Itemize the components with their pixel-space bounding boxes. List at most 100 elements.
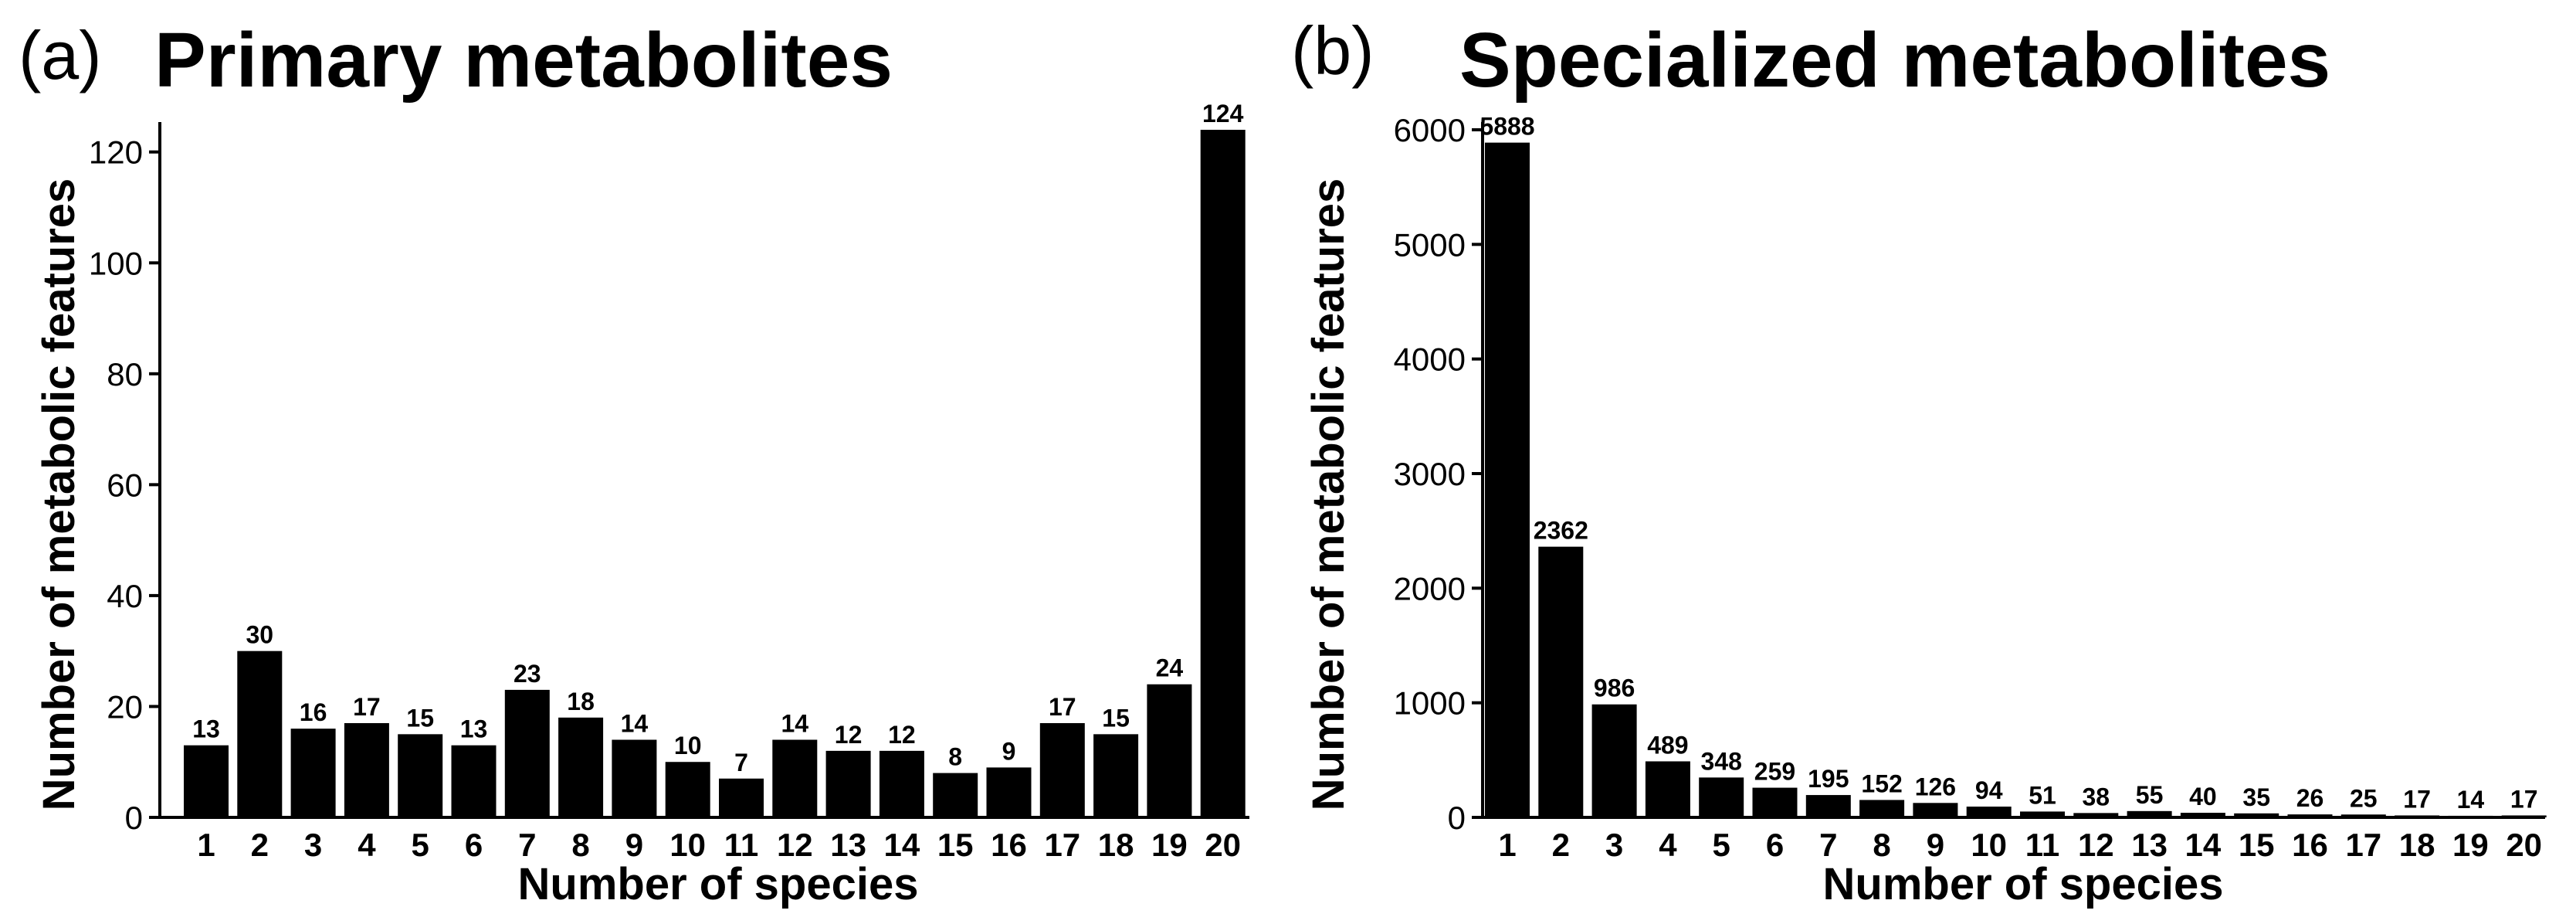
x-tick-label-a: 19	[1151, 827, 1188, 863]
x-tick-label-a: 5	[412, 827, 429, 863]
data-label-a: 12	[888, 721, 916, 749]
x-tick-label-a: 17	[1044, 827, 1080, 863]
x-tick-label-a: 14	[884, 827, 920, 863]
bar-a	[504, 689, 550, 817]
data-label-a: 14	[781, 710, 809, 738]
x-tick-label-b: 8	[1873, 827, 1890, 863]
data-label-b: 14	[2457, 786, 2485, 814]
bar-a	[719, 778, 764, 817]
data-label-b: 25	[2350, 784, 2378, 812]
x-tick-label-b: 9	[1927, 827, 1944, 863]
data-label-b: 17	[2403, 785, 2431, 813]
x-tick-label-b: 15	[2239, 827, 2275, 863]
data-label-b: 195	[1808, 765, 1849, 793]
bar-a	[558, 717, 604, 817]
x-tick-label-b: 6	[1766, 827, 1784, 863]
x-tick-label-a: 10	[669, 827, 706, 863]
data-label-b: 152	[1861, 769, 1902, 797]
data-label-a: 13	[192, 715, 220, 743]
bar-a	[933, 773, 978, 817]
x-axis-label-b: Number of species	[1823, 859, 2224, 909]
bar-a	[772, 739, 818, 817]
bar-b	[2395, 815, 2440, 817]
x-tick-label-a: 7	[518, 827, 536, 863]
data-label-b: 126	[1915, 773, 1956, 800]
y-tick-label-a: 40	[107, 578, 143, 614]
data-label-a: 17	[353, 693, 381, 721]
bar-b	[2020, 811, 2065, 817]
data-label-a: 15	[406, 704, 434, 732]
bar-a	[1093, 734, 1139, 817]
x-tick-label-a: 20	[1205, 827, 1241, 863]
x-axis-label-a: Number of species	[518, 859, 919, 909]
bar-a	[184, 745, 229, 817]
data-label-a: 9	[1002, 737, 1016, 765]
bar-b	[2501, 815, 2547, 817]
x-tick-label-a: 2	[251, 827, 269, 863]
data-label-b: 259	[1754, 758, 1795, 786]
y-tick-label-a: 60	[107, 467, 143, 503]
bar-a	[879, 750, 924, 817]
bar-b	[1591, 704, 1637, 817]
data-label-b: 2362	[1534, 517, 1588, 545]
x-tick-label-a: 3	[304, 827, 322, 863]
y-tick-label-a: 0	[125, 800, 143, 836]
bar-b	[2340, 814, 2386, 817]
x-tick-label-b: 7	[1819, 827, 1837, 863]
data-label-a: 23	[514, 660, 541, 688]
data-label-a: 7	[734, 749, 748, 776]
y-tick-label-b: 6000	[1394, 112, 1466, 148]
data-label-b: 986	[1594, 674, 1635, 702]
bar-a	[986, 767, 1032, 817]
x-tick-label-b: 3	[1605, 827, 1623, 863]
bar-b	[1859, 800, 1905, 817]
data-label-b: 5888	[1480, 113, 1534, 141]
data-label-a: 17	[1049, 693, 1076, 721]
y-tick-label-b: 5000	[1394, 226, 1466, 263]
data-label-a: 13	[460, 715, 488, 743]
bar-b	[2234, 813, 2279, 817]
bar-a	[612, 739, 657, 817]
bar-b	[1966, 807, 2012, 817]
x-tick-label-a: 11	[724, 827, 758, 863]
data-label-b: 40	[2189, 783, 2217, 810]
bar-a	[237, 651, 283, 817]
bar-b	[1699, 777, 1744, 817]
data-label-b: 17	[2510, 785, 2538, 813]
x-tick-label-b: 12	[2078, 827, 2114, 863]
bar-b	[2180, 813, 2225, 817]
data-label-a: 124	[1202, 100, 1244, 127]
data-label-a: 15	[1102, 704, 1130, 732]
x-tick-label-b: 13	[2131, 827, 2168, 863]
bar-a	[825, 750, 871, 817]
y-tick-label-a: 80	[107, 356, 143, 392]
x-tick-label-a: 8	[571, 827, 589, 863]
y-axis-label-b: Number of metabolic features	[1303, 178, 1354, 811]
y-tick-label-b: 1000	[1394, 685, 1466, 722]
bar-b	[1752, 787, 1798, 817]
plot-area-a: 0 20 40 60 80 100 120 13 1 30 2 16 3 17 4 15 5 13 6 23 7 18 8 1…	[89, 100, 1249, 863]
x-tick-label-a: 6	[465, 827, 483, 863]
y-tick-label-b: 0	[1448, 800, 1466, 836]
data-label-a: 30	[246, 621, 274, 649]
data-label-b: 94	[1975, 776, 2003, 804]
x-tick-label-b: 20	[2506, 827, 2542, 863]
bar-a	[1039, 722, 1085, 817]
data-label-a: 10	[674, 732, 702, 759]
panel-primary-metabolites: (a) Primary metabolites Number of metabo…	[19, 17, 1249, 909]
bar-a	[1147, 684, 1192, 817]
panel-label-a: (a)	[19, 17, 102, 93]
bar-b	[1645, 761, 1690, 817]
bar-b	[2127, 810, 2172, 817]
data-label-a: 16	[300, 698, 327, 726]
x-tick-label-b: 2	[1552, 827, 1570, 863]
data-label-a: 8	[948, 743, 962, 771]
y-tick-label-b: 2000	[1394, 570, 1466, 606]
bar-b	[1913, 803, 1958, 817]
x-tick-label-b: 11	[2025, 827, 2059, 863]
x-tick-label-a: 15	[937, 827, 974, 863]
x-tick-label-b: 10	[1971, 827, 2007, 863]
y-tick-label-a: 100	[89, 245, 143, 281]
y-tick-label-b: 4000	[1394, 341, 1466, 378]
